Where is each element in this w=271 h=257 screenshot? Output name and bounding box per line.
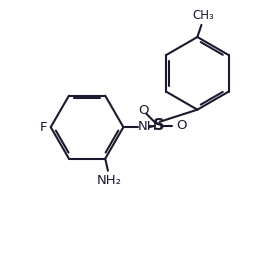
Text: O: O — [176, 119, 187, 132]
Text: CH₃: CH₃ — [192, 9, 214, 22]
Text: NH: NH — [138, 120, 158, 133]
Text: NH₂: NH₂ — [97, 174, 122, 187]
Text: O: O — [138, 104, 148, 117]
Text: S: S — [153, 118, 164, 133]
Text: F: F — [40, 121, 47, 134]
